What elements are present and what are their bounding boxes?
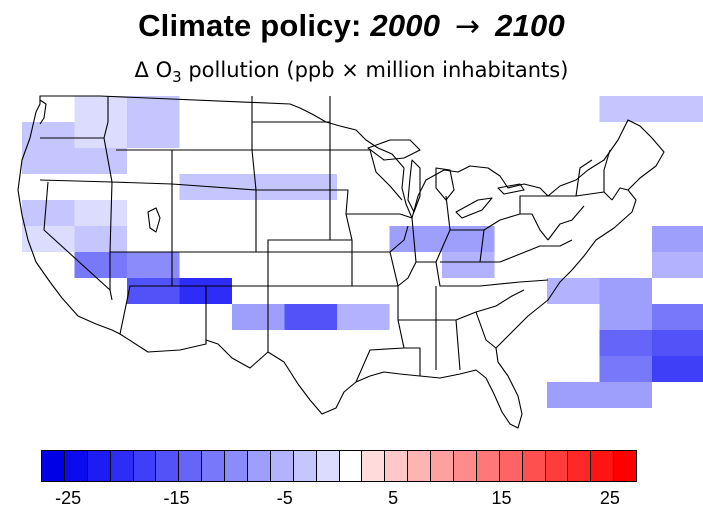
- colorbar-swatch: [522, 451, 546, 481]
- colorbar-swatch: [202, 451, 226, 481]
- colorbar-swatch: [591, 451, 615, 481]
- grid-cell: [22, 226, 75, 252]
- lake-huron: [435, 167, 455, 201]
- us-map: [17, 95, 703, 429]
- colorbar-swatch: [454, 451, 477, 481]
- colorbar-swatch: [499, 451, 523, 481]
- colorbar-swatch: [156, 451, 180, 481]
- grid-cell: [442, 252, 495, 278]
- grid-cell: [599, 96, 652, 122]
- state-lines-east: [397, 149, 629, 371]
- grid-cell: [652, 304, 703, 330]
- colorbar-tick-label: 5: [388, 488, 399, 508]
- colorbar-swatch: [179, 451, 203, 481]
- colorbar-swatch: [270, 451, 294, 481]
- grid-cell: [179, 174, 232, 200]
- grid-cell: [22, 148, 75, 174]
- grid-cell: [22, 122, 75, 148]
- lake-ontario: [497, 183, 525, 195]
- us-outline: [17, 95, 665, 429]
- grid-cell: [652, 96, 703, 122]
- colorbar-swatch: [614, 451, 637, 481]
- puget-sound: [39, 99, 47, 125]
- grid-cell: [74, 200, 127, 226]
- grid-cell: [127, 252, 180, 278]
- grid-cells: [22, 96, 703, 408]
- grid-cell: [599, 356, 652, 382]
- colorbar-tick-label: 15: [491, 488, 512, 508]
- grid-cell: [389, 226, 442, 252]
- lake-superior: [367, 139, 421, 161]
- grid-cell: [232, 174, 285, 200]
- grid-cell: [652, 330, 703, 356]
- map-title: Climate policy: 2000 → 2100: [0, 8, 703, 44]
- state-borders: [17, 95, 665, 429]
- colorbar-swatch: [225, 451, 249, 481]
- grid-cell: [232, 304, 285, 330]
- colorbar-swatch: [42, 451, 65, 481]
- title-year-start: 2000: [370, 8, 441, 43]
- title-prefix: Climate policy:: [138, 8, 362, 43]
- grid-cell: [337, 304, 390, 330]
- lake-michigan: [407, 159, 421, 213]
- grid-cell: [74, 148, 127, 174]
- colorbar-swatch: [568, 451, 592, 481]
- grid-cell: [127, 96, 180, 122]
- grid-cell: [74, 226, 127, 252]
- colorbar-swatch: [316, 451, 340, 481]
- colorbar-swatch: [431, 451, 455, 481]
- colorbar-swatch: [293, 451, 317, 481]
- colorbar-swatch: [87, 451, 111, 481]
- colorbar-swatch: [248, 451, 271, 481]
- grid-cell: [547, 278, 600, 304]
- colorbar-swatch: [64, 451, 88, 481]
- grid-cell: [599, 278, 652, 304]
- colorbar-swatch: [362, 451, 386, 481]
- colorbar-swatch: [110, 451, 134, 481]
- subtitle-delta: Δ O: [134, 58, 173, 82]
- map-subtitle: Δ O3 pollution (ppb × million inhabitant…: [0, 58, 703, 86]
- colorbar-tick-label: 25: [599, 488, 620, 508]
- grid-cell: [599, 330, 652, 356]
- subtitle-subscript: 3: [172, 68, 182, 86]
- grid-cell: [74, 122, 127, 148]
- colorbar-tick-label: -5: [276, 488, 293, 508]
- grid-cell: [652, 226, 703, 252]
- grid-cell: [652, 356, 703, 382]
- grid-cell: [599, 382, 652, 408]
- colorbar-swatch: [545, 451, 569, 481]
- grid-cell: [127, 278, 180, 304]
- grid-cell: [127, 122, 180, 148]
- grid-cell: [599, 304, 652, 330]
- grid-cell: [74, 96, 127, 122]
- colorbar-tick-label: -15: [163, 488, 190, 508]
- grid-cell: [22, 96, 75, 122]
- colorbar-swatch: [385, 451, 409, 481]
- grid-cell: [22, 200, 75, 226]
- title-year-end: 2100: [495, 8, 565, 43]
- colorbar-swatch: [133, 451, 157, 481]
- grid-cell: [284, 174, 337, 200]
- grid-cell: [547, 382, 600, 408]
- state-lines-west: [39, 96, 331, 344]
- colorbar-swatch: [339, 451, 363, 481]
- great-salt-lake: [147, 207, 161, 233]
- grid-cell: [284, 304, 337, 330]
- colorbar-swatch: [408, 451, 432, 481]
- colorbar-tick-label: -25: [55, 488, 82, 508]
- grid-cell: [652, 252, 703, 278]
- subtitle-rest: pollution (ppb × million inhabitants): [181, 58, 569, 82]
- title-arrow: →: [454, 9, 481, 44]
- colorbar-swatch: [476, 451, 500, 481]
- colorbar: [41, 450, 637, 482]
- lake-erie: [455, 197, 493, 219]
